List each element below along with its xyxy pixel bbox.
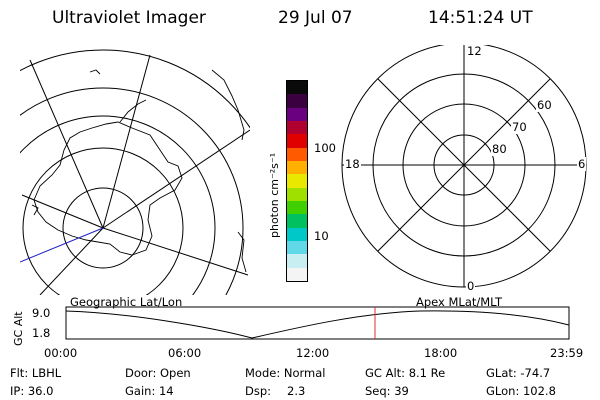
altitude-timeline — [65, 306, 570, 340]
meridian-line — [102, 227, 249, 276]
time-tick-1800: 18:00 — [424, 346, 458, 360]
time-tick-0000: 00:00 — [44, 346, 78, 360]
meridian-line — [39, 227, 104, 295]
mlat-label-70: 70 — [511, 120, 528, 134]
polar-plot — [341, 45, 587, 288]
meridian-line — [102, 129, 250, 229]
colorbar-segment — [287, 94, 307, 108]
mlat-label-60: 60 — [536, 98, 553, 112]
geographic-map — [20, 49, 250, 295]
mlt-label-12: 12 — [466, 44, 483, 58]
colorbar-segment — [287, 267, 307, 281]
lat-circle — [62, 187, 144, 269]
colorbar-segment — [287, 254, 307, 268]
colorbar-segment — [287, 214, 307, 228]
door-status: Door: Open — [125, 366, 191, 380]
geographic-coords-label: Geographic Lat/Lon — [70, 295, 183, 309]
polar-diagonal — [377, 78, 551, 252]
meridian-line — [102, 54, 151, 229]
colorbar-segment — [287, 240, 307, 255]
colorbar-segment — [287, 134, 307, 148]
colorbar-segment — [287, 174, 307, 188]
gc-alt-value: GC Alt: 8.1 Re — [365, 366, 446, 380]
coastline — [211, 69, 245, 141]
colorbar-segment — [287, 147, 307, 161]
lat-circle — [20, 115, 216, 295]
glon-value: GLon: 102.8 — [486, 384, 556, 398]
colorbar-tick-100: 100 — [314, 141, 336, 155]
colorbar-unit-label: photon cm⁻²s⁻¹ — [268, 152, 281, 238]
gain-value: Gain: 14 — [125, 384, 174, 398]
colorbar-segment — [287, 187, 307, 201]
ip-value: IP: 36.0 — [10, 384, 54, 398]
orbit-trace — [20, 227, 104, 263]
coastline — [31, 204, 39, 216]
coastline — [89, 69, 101, 75]
colorbar-segment — [287, 120, 307, 135]
colorbar-segment — [287, 227, 307, 241]
mlt-label-18: 18 — [344, 157, 361, 171]
timeline-frame — [65, 306, 570, 340]
mlt-label-6: 6 — [577, 157, 587, 171]
lat-circle — [22, 147, 184, 295]
app-title: Ultraviolet Imager — [52, 8, 206, 28]
seq-value: Seq: 39 — [365, 384, 409, 398]
time-tick-0600: 06:00 — [168, 346, 202, 360]
colorbar-segment — [287, 81, 307, 95]
coastline — [237, 231, 247, 273]
mlt-label-0: 0 — [466, 279, 476, 293]
time-tick-1200: 12:00 — [296, 346, 330, 360]
filter-value: Flt: LBHL — [10, 366, 62, 380]
colorbar-segment — [287, 160, 307, 175]
colorbar-tick-10: 10 — [314, 229, 329, 243]
dsp-value: 2.3 — [287, 384, 306, 398]
apex-coords-label: Apex MLat/MLT — [416, 295, 503, 309]
gc-alt-tick-9: 9.0 — [32, 306, 51, 320]
color-bar — [286, 80, 308, 282]
lat-circle — [20, 49, 250, 129]
mode-value: Mode: Normal — [245, 366, 326, 380]
date-label: 29 Jul 07 — [278, 8, 353, 28]
gc-alt-axis-label: GC Alt — [12, 311, 25, 346]
mlat-label-80: 80 — [491, 142, 508, 156]
time-label: 14:51:24 UT — [428, 8, 533, 28]
colorbar-segment — [287, 107, 307, 121]
coastline — [119, 99, 147, 123]
meridian-line — [21, 194, 104, 229]
time-tick-2359: 23:59 — [550, 346, 584, 360]
gc-alt-tick-1.8: 1.8 — [32, 326, 51, 340]
coastline — [33, 121, 183, 256]
dsp-label: Dsp: — [245, 384, 272, 398]
altitude-curve — [65, 310, 570, 339]
glat-value: GLat: -74.7 — [486, 366, 551, 380]
colorbar-segment — [287, 200, 307, 215]
lat-circle — [20, 87, 244, 295]
